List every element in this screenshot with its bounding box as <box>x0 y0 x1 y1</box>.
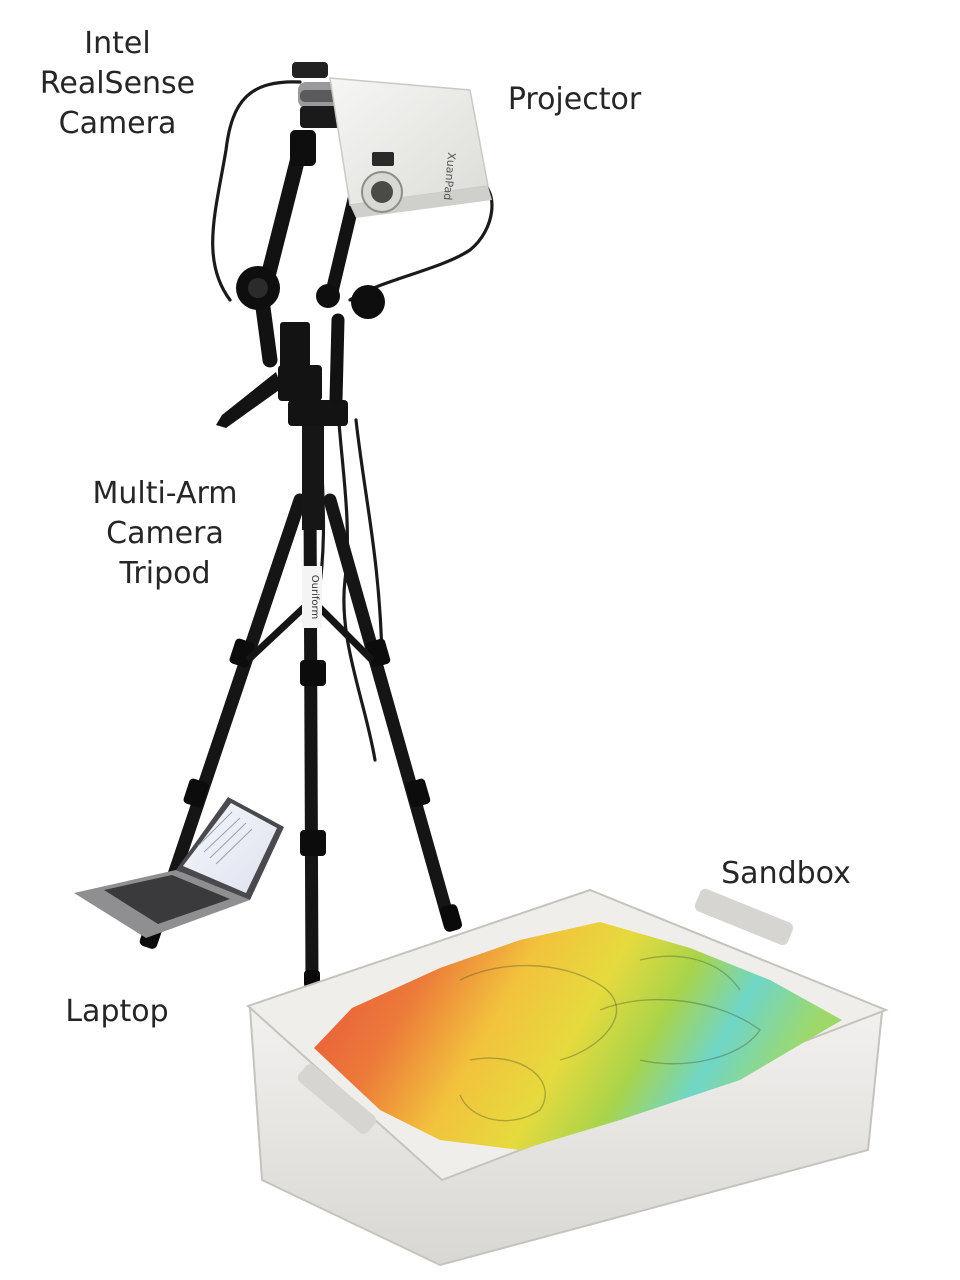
center-column <box>302 420 324 530</box>
label-multi-arm-tripod: Multi-Arm Camera Tripod <box>70 474 260 594</box>
tripod-brand-label: Ouriform <box>309 575 320 619</box>
label-tripod-line-1: Multi-Arm <box>92 476 238 511</box>
projected-topography <box>314 922 842 1150</box>
label-tripod-line-2: Camera <box>106 516 224 551</box>
projector-brand: XuanPad <box>441 152 458 201</box>
arm-joints <box>236 130 385 319</box>
label-camera-line-2: RealSense <box>39 66 196 101</box>
contour-lines <box>459 955 761 1122</box>
label-camera-line-3: Camera <box>58 106 177 141</box>
label-sandbox-text: Sandbox <box>721 856 851 891</box>
label-laptop-text: Laptop <box>65 994 169 1029</box>
tripod-brand-label-bg <box>302 566 322 628</box>
label-projector: Projector <box>492 80 657 120</box>
leg-clamps <box>183 638 431 856</box>
label-sandbox: Sandbox <box>706 854 866 894</box>
bin-handles <box>297 888 794 1134</box>
laptop <box>74 797 284 938</box>
label-realsense-camera: Intel RealSense Camera <box>20 24 215 144</box>
label-camera-line-1: Intel <box>84 26 151 61</box>
sandbox <box>246 888 889 1267</box>
projector: XuanPad <box>329 77 492 218</box>
tripod-head <box>216 322 348 428</box>
tripod: Ouriform <box>139 322 463 992</box>
label-projector-text: Projector <box>507 82 642 117</box>
label-laptop: Laptop <box>52 992 182 1032</box>
label-tripod-line-3: Tripod <box>119 556 211 591</box>
